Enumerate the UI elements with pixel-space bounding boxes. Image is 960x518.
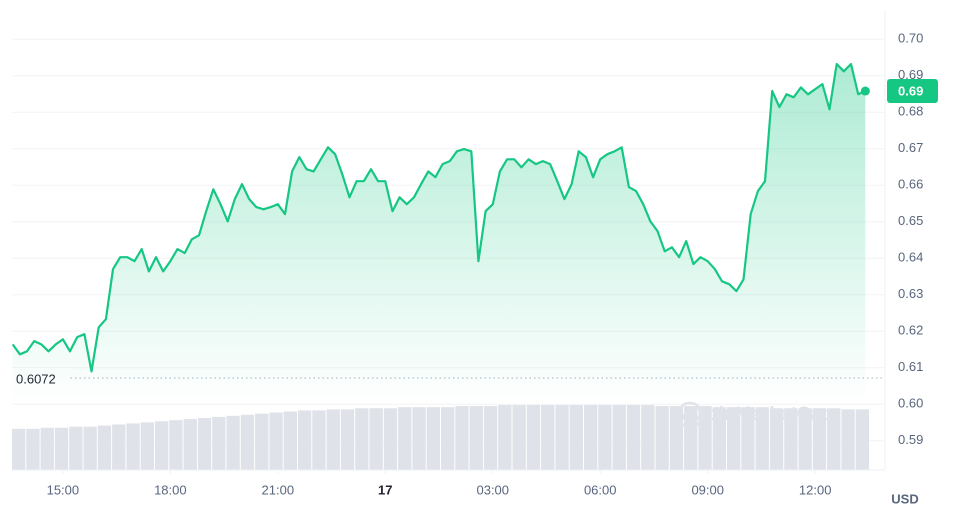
volume-bar [784, 408, 798, 470]
volume-bar [641, 405, 655, 470]
volume-bar [541, 405, 555, 470]
x-tick-label: 09:00 [691, 482, 724, 497]
volume-bar [441, 407, 455, 470]
current-price-dot [860, 86, 870, 96]
y-tick-label: 0.63 [898, 286, 923, 301]
volume-bar [340, 409, 355, 470]
x-tick-label: 15:00 [47, 482, 80, 497]
volume-bar [212, 416, 226, 470]
y-tick-label: 0.61 [898, 359, 923, 374]
y-tick-label: 0.62 [898, 323, 923, 338]
volume-bar [426, 407, 440, 470]
y-tick-label: 0.65 [898, 213, 923, 228]
volume-bar [140, 422, 154, 470]
volume-bar [155, 421, 169, 470]
y-tick-label: 0.64 [898, 250, 923, 265]
unit-label: USD [891, 491, 918, 506]
volume-bar [598, 405, 612, 470]
volume-bar [483, 406, 498, 470]
volume-bar [741, 407, 755, 470]
volume-bar [197, 418, 212, 470]
volume-bar [169, 420, 183, 470]
watermark: CoinMarketCap [693, 404, 832, 425]
volume-bar [97, 425, 112, 470]
volume-bar [369, 408, 383, 470]
x-tick-label: 21:00 [262, 482, 295, 497]
volume-bar [498, 405, 512, 470]
volume-bar [69, 426, 83, 470]
volume-bar [827, 408, 841, 470]
volume-bar [312, 410, 326, 470]
volume-bar [412, 407, 426, 470]
volume-bar [398, 407, 412, 470]
y-tick-label: 0.70 [898, 31, 923, 46]
volume-bar [269, 412, 283, 470]
volume-bar [326, 409, 340, 470]
volume-bar [569, 405, 583, 470]
volume-bar [669, 406, 684, 470]
volume-bar [226, 415, 240, 470]
y-tick-label: 0.60 [898, 396, 923, 411]
x-tick-label: 18:00 [154, 482, 187, 497]
y-tick-label: 0.67 [898, 140, 923, 155]
volume-bar [526, 405, 541, 470]
volume-bar [469, 406, 483, 470]
volume-bar [655, 406, 669, 470]
volume-bar [512, 405, 526, 470]
volume-bar [812, 408, 827, 470]
volume-bar [555, 405, 569, 470]
volume-bar [727, 407, 741, 470]
volume-bar [355, 408, 369, 470]
price-area [12, 64, 866, 405]
volume-bar [712, 407, 726, 470]
volume-bar [612, 405, 626, 470]
volume-bar [54, 427, 69, 470]
volume-bar [455, 406, 469, 470]
volume-bar [112, 424, 126, 470]
volume-bar [126, 423, 140, 470]
volume-bar [12, 428, 26, 470]
y-tick-label: 0.59 [898, 432, 923, 447]
volume-bar [283, 411, 297, 470]
current-price-badge [887, 79, 938, 104]
y-tick-label: 0.69 [898, 67, 923, 82]
current-price-label: 0.69 [898, 83, 923, 98]
volume-bar [240, 414, 255, 470]
volume-bar [298, 410, 312, 470]
x-tick-label: 03:00 [476, 482, 509, 497]
volume-bar [183, 419, 197, 470]
volume-bar [798, 408, 812, 470]
y-tick-label: 0.68 [898, 104, 923, 119]
volume-bar [841, 409, 855, 470]
volume-bar [83, 426, 97, 470]
volume-bar [855, 409, 869, 470]
volume-bar [383, 408, 398, 470]
x-tick-label: 06:00 [584, 482, 617, 497]
x-tick-label: 12:00 [799, 482, 832, 497]
volume-bar [584, 405, 598, 470]
volume-bar [769, 408, 784, 470]
volume-bar [626, 405, 641, 470]
x-tick-label: 17 [378, 482, 392, 497]
volume-bar [40, 427, 54, 470]
volume-bar [255, 413, 269, 470]
volume-bar [755, 407, 769, 470]
volume-bar [698, 406, 712, 470]
volume-bar [26, 428, 40, 470]
price-line [11, 62, 866, 373]
volume-bar [684, 406, 698, 470]
y-tick-label: 0.66 [898, 177, 923, 192]
